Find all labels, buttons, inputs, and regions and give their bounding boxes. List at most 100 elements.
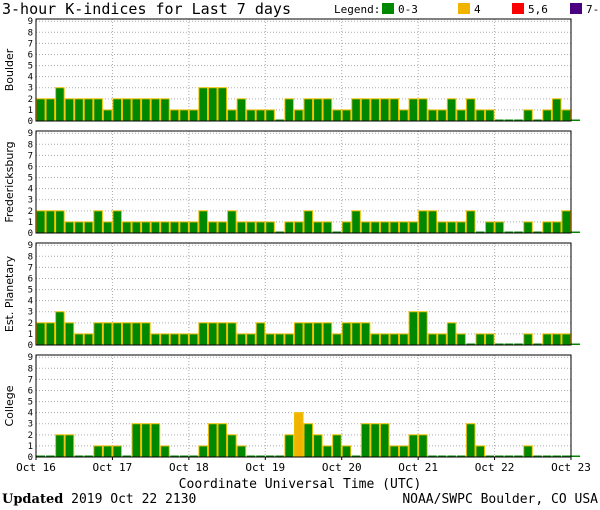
legend-swatch-quiet bbox=[382, 3, 394, 14]
k-index-bar bbox=[523, 109, 533, 122]
updated-value: 2019 Oct 22 2130 bbox=[71, 492, 197, 507]
k-index-bar bbox=[341, 109, 352, 122]
k-index-bar bbox=[227, 109, 237, 122]
k-index-bar bbox=[255, 322, 266, 346]
k-index-bar bbox=[188, 221, 199, 234]
k-index-bar bbox=[427, 109, 438, 122]
k-index-bar bbox=[55, 210, 65, 234]
k-index-bar bbox=[418, 210, 428, 234]
panel-title: Fredericksburg bbox=[3, 141, 16, 222]
k-index-bar bbox=[121, 322, 132, 346]
k-index-bar bbox=[284, 333, 294, 346]
legend-label: Legend: bbox=[334, 3, 381, 16]
y-tick-label: 4 bbox=[28, 73, 33, 83]
y-tick-label: 7 bbox=[28, 263, 33, 273]
k-index-bar bbox=[45, 210, 56, 234]
k-index-bar bbox=[93, 98, 103, 122]
k-index-bar bbox=[475, 231, 485, 233]
k-index-bar bbox=[227, 322, 237, 346]
k-index-bar bbox=[160, 221, 170, 234]
k-index-bar bbox=[179, 455, 189, 457]
k-index-bar bbox=[485, 109, 495, 122]
k-index-bar bbox=[93, 210, 103, 234]
k-index-bar bbox=[456, 221, 466, 234]
k-index-bar bbox=[427, 333, 438, 346]
y-tick-label: 3 bbox=[28, 196, 33, 206]
k-index-bar bbox=[112, 210, 122, 234]
k-index-bar bbox=[418, 434, 428, 458]
y-tick-label: 3 bbox=[28, 84, 33, 94]
k-index-bar bbox=[360, 423, 371, 458]
legend-item-active: 4 bbox=[458, 3, 481, 17]
k-index-bar bbox=[399, 445, 409, 458]
x-tick-label: Oct 22 bbox=[475, 461, 515, 474]
k-index-bar bbox=[217, 322, 228, 346]
updated-label: Updated bbox=[2, 492, 64, 507]
k-index-bar bbox=[551, 333, 562, 346]
k-index-bar bbox=[370, 98, 380, 122]
panel-border bbox=[35, 18, 572, 122]
k-index-bar bbox=[571, 455, 581, 457]
k-index-bar bbox=[74, 221, 84, 234]
k-index-bar bbox=[93, 322, 103, 346]
k-index-bar bbox=[389, 333, 400, 346]
k-index-bar bbox=[514, 455, 523, 457]
k-index-bar bbox=[179, 333, 189, 346]
credit-text: NOAA/SWPC Boulder, CO USA bbox=[402, 492, 598, 507]
k-index-bar bbox=[475, 445, 486, 458]
k-index-bar bbox=[437, 455, 447, 457]
k-index-bar bbox=[466, 343, 475, 345]
k-index-bar bbox=[313, 221, 323, 234]
k-index-bar bbox=[150, 333, 161, 346]
k-index-bar bbox=[351, 210, 361, 234]
k-index-bar bbox=[379, 333, 390, 346]
k-index-bar bbox=[284, 221, 294, 234]
k-index-bar bbox=[360, 221, 371, 234]
k-index-bar bbox=[102, 445, 113, 458]
y-tick-label: 1 bbox=[28, 442, 33, 452]
k-index-bar bbox=[303, 98, 314, 122]
k-index-bar bbox=[36, 210, 46, 234]
k-index-bar bbox=[561, 210, 571, 234]
k-index-bar bbox=[504, 455, 514, 457]
k-index-bar bbox=[504, 343, 514, 345]
k-index-bar bbox=[313, 434, 323, 458]
panel-title: College bbox=[3, 385, 16, 426]
y-tick-label: 6 bbox=[28, 162, 33, 172]
k-index-bar bbox=[179, 221, 189, 234]
k-index-bar bbox=[121, 221, 132, 234]
y-tick-label: 0 bbox=[28, 341, 33, 351]
k-index-bar bbox=[447, 455, 456, 457]
k-index-bar bbox=[351, 98, 361, 122]
k-index-bar bbox=[322, 322, 333, 346]
legend-item-label: 7-9 bbox=[586, 3, 600, 16]
k-index-bar bbox=[84, 455, 93, 457]
x-tick-label: Oct 16 bbox=[16, 461, 56, 474]
k-index-bar bbox=[141, 423, 151, 458]
k-index-bar bbox=[332, 231, 342, 233]
k-index-bar bbox=[293, 221, 304, 234]
k-index-bar bbox=[370, 221, 380, 234]
panel-border bbox=[35, 354, 572, 458]
k-index-bar bbox=[284, 434, 294, 458]
k-index-bar bbox=[246, 221, 256, 234]
k-index-bar bbox=[255, 221, 266, 234]
k-index-bar bbox=[169, 221, 180, 234]
k-index-bar bbox=[428, 455, 437, 457]
k-index-bar bbox=[514, 119, 523, 121]
y-tick-label: 7 bbox=[28, 375, 33, 385]
k-index-bar bbox=[341, 445, 352, 458]
k-index-bar bbox=[332, 434, 342, 458]
k-index-bar bbox=[494, 221, 505, 234]
legend-swatch-severe bbox=[570, 3, 582, 14]
k-index-bar bbox=[360, 322, 371, 346]
k-index-bar bbox=[303, 423, 314, 458]
y-tick-label: 8 bbox=[28, 28, 33, 38]
y-tick-label: 8 bbox=[28, 364, 33, 374]
k-index-bar bbox=[389, 98, 400, 122]
k-index-bar bbox=[293, 322, 304, 346]
k-index-bar bbox=[523, 221, 533, 234]
k-index-bar bbox=[561, 109, 571, 122]
k-index-bar bbox=[408, 221, 419, 234]
k-index-bar bbox=[64, 221, 75, 234]
